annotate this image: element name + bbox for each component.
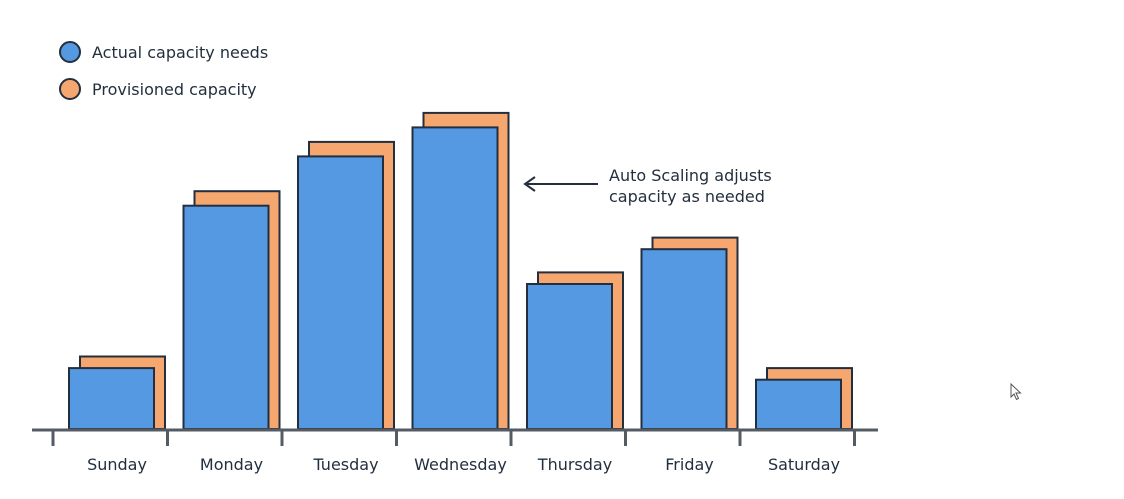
- bar-actual-tuesday: [297, 155, 384, 430]
- tick-label-monday: Monday: [200, 455, 263, 474]
- tick-label-thursday: Thursday: [537, 455, 612, 474]
- bar-actual-sunday: [68, 367, 155, 431]
- annotation-arrow-head: [523, 176, 536, 192]
- bars: [68, 111, 853, 431]
- legend-swatch-provisioned: [59, 78, 81, 100]
- tick-label-sunday: Sunday: [87, 455, 147, 474]
- bar-actual-monday: [182, 204, 270, 430]
- x-axis-ticks: [51, 430, 856, 446]
- annotation-line-1: Auto Scaling adjusts: [609, 166, 772, 185]
- tick-label-saturday: Saturday: [768, 455, 840, 474]
- legend-label-provisioned: Provisioned capacity: [92, 80, 257, 99]
- bar-actual-wednesday: [411, 126, 499, 431]
- annotation: Auto Scaling adjusts capacity as needed: [523, 166, 772, 206]
- tick-label-wednesday: Wednesday: [414, 455, 507, 474]
- tick-label-tuesday: Tuesday: [312, 455, 378, 474]
- x-axis-tick-labels: Sunday Monday Tuesday Wednesday Thursday Frid…: [87, 455, 840, 474]
- bar-actual-thursday: [526, 283, 613, 430]
- bar-actual-saturday: [755, 378, 842, 431]
- mouse-cursor-icon: [1010, 383, 1022, 401]
- annotation-line-2: capacity as needed: [609, 187, 765, 206]
- legend-swatch-actual: [59, 41, 81, 63]
- bar-actual-friday: [640, 248, 728, 430]
- legend-label-actual: Actual capacity needs: [92, 43, 268, 62]
- legend: Actual capacity needs Provisioned capaci…: [59, 41, 268, 100]
- tick-label-friday: Friday: [665, 455, 714, 474]
